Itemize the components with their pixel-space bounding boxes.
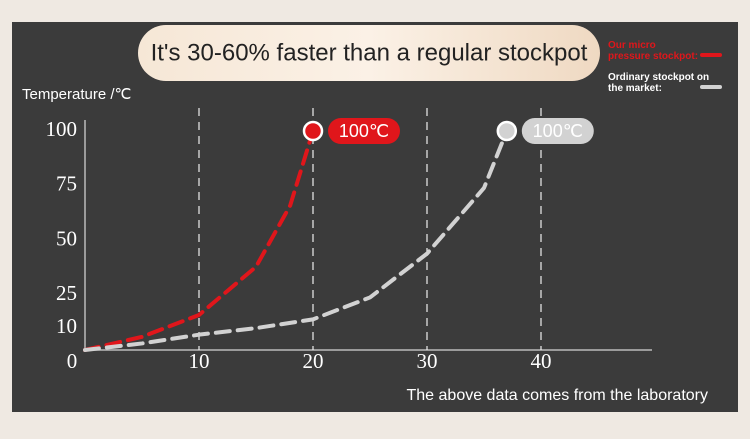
y-tick-label: 50: [56, 226, 77, 250]
x-tick-label: 20: [303, 349, 324, 373]
y-tick-label: 75: [56, 172, 77, 196]
y-tick-label: 10: [56, 314, 77, 338]
line: [83, 129, 315, 352]
line: [83, 129, 509, 352]
value-label: 100℃: [339, 121, 389, 141]
value-label: 100℃: [533, 121, 583, 141]
x-tick-label: 10: [189, 349, 210, 373]
legend-label: Ordinary stockpot on the market:: [608, 72, 709, 94]
x-tick-label: 30: [417, 349, 438, 373]
y-tick-label: 100: [46, 117, 78, 141]
panel: [12, 22, 738, 412]
value-label-bg: [521, 118, 594, 144]
y-tick-label: 25: [56, 281, 77, 305]
title-pill: [138, 25, 600, 81]
y-axis-label: Temperature /℃: [22, 86, 131, 103]
legend-label: Our micro pressure stockpot:: [608, 40, 698, 62]
end-marker: [496, 120, 518, 142]
chart-title: It's 30-60% faster than a regular stockp…: [151, 39, 588, 66]
end-marker: [302, 120, 324, 142]
origin-label: 0: [67, 349, 78, 373]
footnote: The above data comes from the laboratory: [407, 387, 709, 404]
x-tick-label: 40: [531, 349, 552, 373]
value-label-bg: [328, 118, 400, 144]
